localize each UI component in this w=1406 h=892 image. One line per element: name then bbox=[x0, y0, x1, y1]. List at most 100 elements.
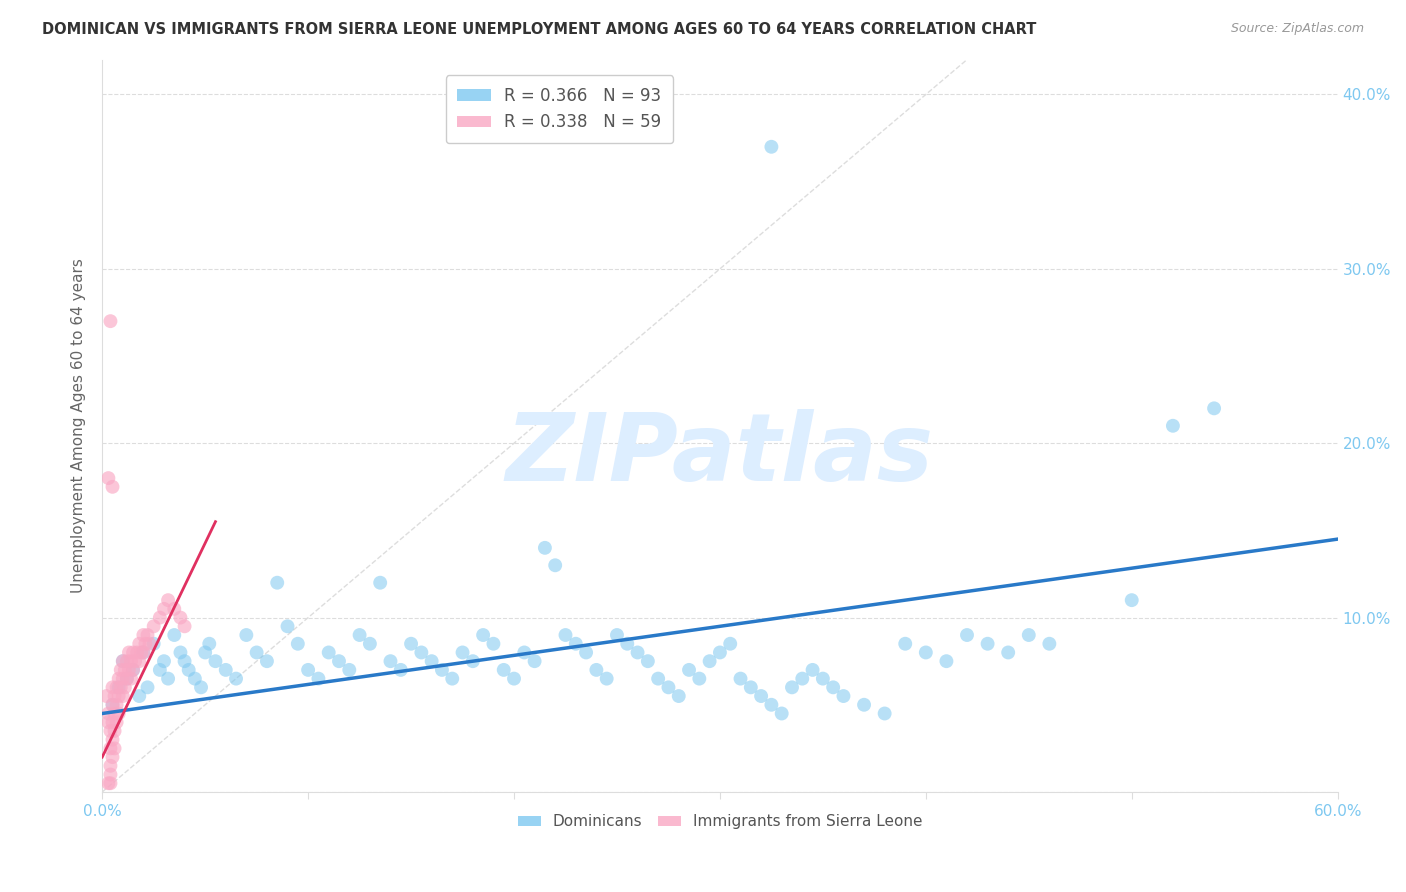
Point bbox=[101, 715, 124, 730]
Point bbox=[107, 681, 129, 695]
Point bbox=[107, 672, 129, 686]
Point bbox=[173, 619, 195, 633]
Point bbox=[101, 698, 124, 712]
Point bbox=[169, 645, 191, 659]
Point bbox=[157, 672, 180, 686]
Point bbox=[565, 637, 588, 651]
Point bbox=[163, 602, 186, 616]
Point bbox=[128, 637, 150, 651]
Point bbox=[770, 706, 793, 721]
Point bbox=[120, 654, 142, 668]
Point bbox=[1018, 628, 1040, 642]
Point bbox=[153, 602, 176, 616]
Point bbox=[266, 575, 288, 590]
Point bbox=[100, 776, 122, 790]
Point bbox=[101, 750, 124, 764]
Point bbox=[124, 654, 146, 668]
Point bbox=[575, 645, 598, 659]
Point bbox=[626, 645, 648, 659]
Point bbox=[100, 767, 122, 781]
Point bbox=[132, 645, 155, 659]
Point bbox=[122, 645, 145, 659]
Point bbox=[853, 698, 876, 712]
Point bbox=[115, 672, 138, 686]
Point bbox=[101, 698, 124, 712]
Point bbox=[153, 654, 176, 668]
Point bbox=[780, 681, 803, 695]
Point bbox=[678, 663, 700, 677]
Point bbox=[96, 689, 118, 703]
Text: Source: ZipAtlas.com: Source: ZipAtlas.com bbox=[1230, 22, 1364, 36]
Point bbox=[544, 558, 567, 573]
Point bbox=[420, 654, 443, 668]
Point bbox=[118, 663, 141, 677]
Point bbox=[749, 689, 772, 703]
Point bbox=[173, 654, 195, 668]
Point bbox=[101, 480, 124, 494]
Point bbox=[647, 672, 669, 686]
Point bbox=[103, 723, 125, 738]
Point bbox=[337, 663, 360, 677]
Point bbox=[215, 663, 238, 677]
Point bbox=[184, 672, 207, 686]
Point bbox=[276, 619, 298, 633]
Point bbox=[100, 314, 122, 328]
Point bbox=[127, 645, 149, 659]
Legend: Dominicans, Immigrants from Sierra Leone: Dominicans, Immigrants from Sierra Leone bbox=[512, 808, 928, 836]
Point bbox=[894, 637, 917, 651]
Point bbox=[111, 672, 134, 686]
Point bbox=[136, 628, 159, 642]
Point bbox=[100, 741, 122, 756]
Point bbox=[111, 654, 134, 668]
Point bbox=[142, 637, 165, 651]
Point bbox=[177, 663, 200, 677]
Point bbox=[1204, 401, 1226, 416]
Point bbox=[107, 706, 129, 721]
Point bbox=[595, 672, 617, 686]
Point bbox=[97, 706, 120, 721]
Point bbox=[97, 471, 120, 485]
Point bbox=[606, 628, 628, 642]
Point bbox=[399, 637, 422, 651]
Point bbox=[132, 628, 155, 642]
Point bbox=[118, 645, 141, 659]
Point bbox=[149, 663, 172, 677]
Point bbox=[709, 645, 731, 659]
Point bbox=[97, 776, 120, 790]
Point bbox=[1161, 418, 1184, 433]
Point bbox=[194, 645, 217, 659]
Point bbox=[97, 715, 120, 730]
Point bbox=[105, 715, 128, 730]
Point bbox=[832, 689, 855, 703]
Point bbox=[111, 689, 134, 703]
Point bbox=[120, 672, 142, 686]
Point bbox=[368, 575, 391, 590]
Point bbox=[718, 637, 741, 651]
Point bbox=[318, 645, 340, 659]
Point bbox=[122, 663, 145, 677]
Point bbox=[297, 663, 319, 677]
Point bbox=[740, 681, 762, 695]
Point bbox=[149, 610, 172, 624]
Point bbox=[107, 689, 129, 703]
Point bbox=[136, 681, 159, 695]
Point bbox=[103, 706, 125, 721]
Point bbox=[157, 593, 180, 607]
Point bbox=[100, 759, 122, 773]
Point bbox=[198, 637, 221, 651]
Point bbox=[1121, 593, 1143, 607]
Point bbox=[235, 628, 257, 642]
Point bbox=[956, 628, 979, 642]
Point bbox=[110, 663, 132, 677]
Point bbox=[100, 723, 122, 738]
Point bbox=[823, 681, 845, 695]
Point bbox=[163, 628, 186, 642]
Point bbox=[114, 663, 136, 677]
Point bbox=[461, 654, 484, 668]
Text: ZIPatlas: ZIPatlas bbox=[506, 409, 934, 501]
Point bbox=[287, 637, 309, 651]
Point bbox=[328, 654, 350, 668]
Point bbox=[101, 681, 124, 695]
Point bbox=[246, 645, 269, 659]
Point bbox=[225, 672, 247, 686]
